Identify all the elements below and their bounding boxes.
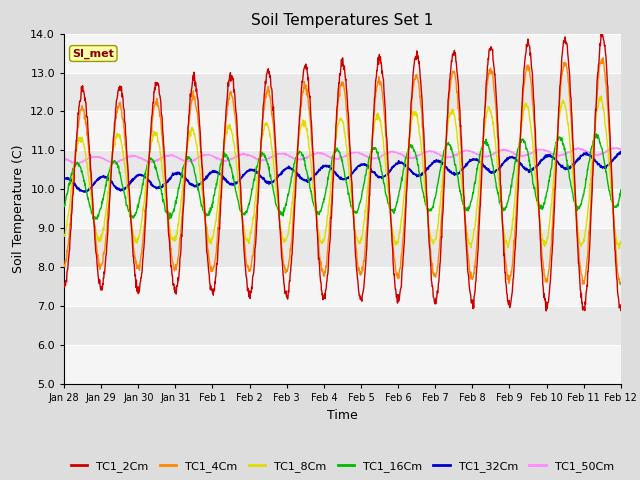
Title: Soil Temperatures Set 1: Soil Temperatures Set 1 bbox=[252, 13, 433, 28]
Bar bbox=[64, 72, 621, 111]
X-axis label: Time: Time bbox=[327, 408, 358, 421]
Bar bbox=[64, 228, 621, 267]
Bar bbox=[64, 267, 621, 306]
Y-axis label: Soil Temperature (C): Soil Temperature (C) bbox=[12, 144, 25, 273]
Bar bbox=[64, 345, 621, 384]
Bar bbox=[64, 34, 621, 72]
Bar bbox=[64, 306, 621, 345]
Text: SI_met: SI_met bbox=[72, 48, 114, 59]
Bar bbox=[64, 189, 621, 228]
Bar bbox=[64, 150, 621, 189]
Legend: TC1_2Cm, TC1_4Cm, TC1_8Cm, TC1_16Cm, TC1_32Cm, TC1_50Cm: TC1_2Cm, TC1_4Cm, TC1_8Cm, TC1_16Cm, TC1… bbox=[67, 457, 618, 477]
Bar bbox=[64, 111, 621, 150]
